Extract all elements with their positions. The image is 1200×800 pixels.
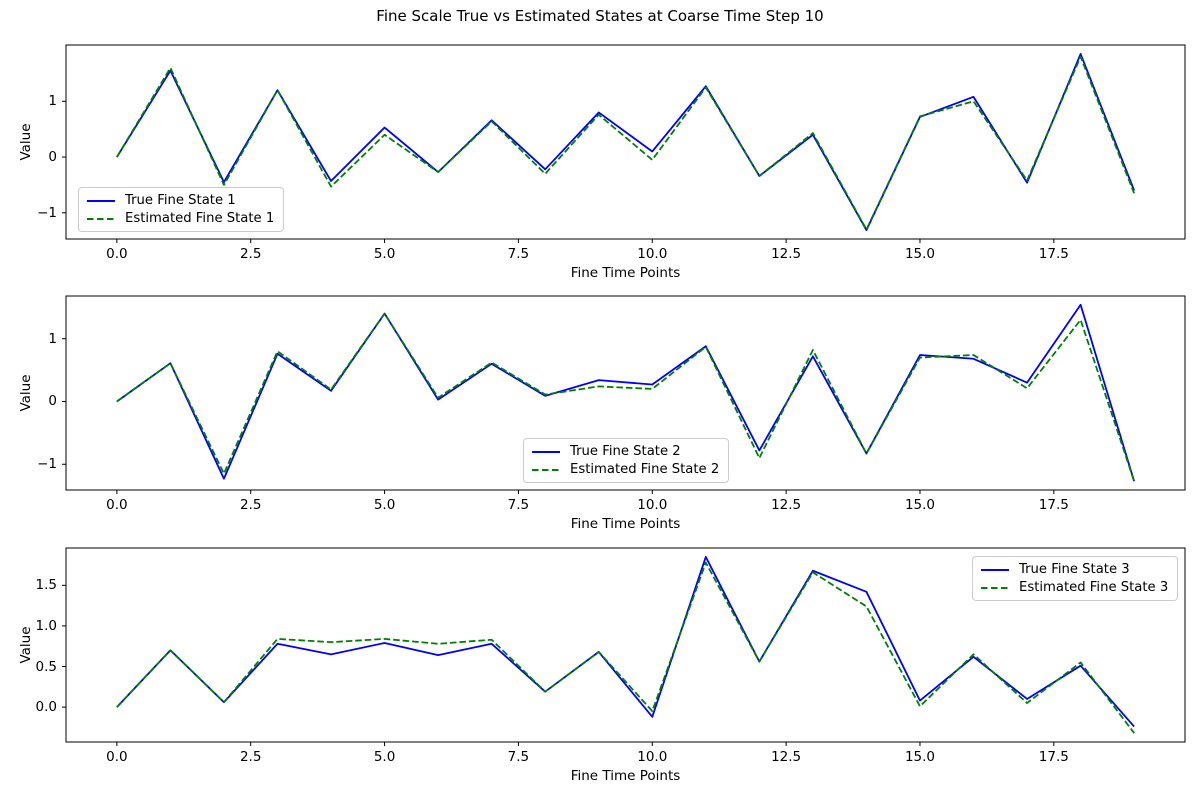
x-tick-label: 2.5 [239, 246, 262, 262]
legend-label: Estimated Fine State 3 [1019, 580, 1169, 595]
y-tick-label: 1 [48, 93, 57, 110]
legend-label: Estimated Fine State 1 [125, 211, 275, 226]
x-tick-label: 0.0 [106, 497, 128, 513]
x-tick-label: 10.0 [637, 497, 668, 513]
y-tick-label: 0 [48, 149, 57, 166]
x-tick-label: 17.5 [1038, 749, 1069, 765]
y-axis-label-1: Value [18, 123, 34, 161]
estimated-state-line-1 [116, 55, 1135, 231]
y-axis-label-2: Value [18, 374, 34, 412]
x-tick-label: 2.5 [239, 497, 262, 513]
y-tick-label: 0.5 [35, 658, 57, 675]
y-tick-label: 0.0 [35, 699, 57, 716]
x-tick-label: 5.0 [373, 497, 396, 513]
legend-entry-estimated-1: Estimated Fine State 1 [86, 211, 274, 226]
x-tick-label: 5.0 [373, 749, 396, 765]
x-tick-label: 10.0 [637, 246, 668, 262]
x-tick-label: 5.0 [373, 246, 396, 262]
estimated-state-line-2 [116, 312, 1135, 482]
dashed-line-icon [981, 586, 1009, 589]
legend-entry-estimated-3: Estimated Fine State 3 [980, 580, 1168, 595]
y-tick-label: 1 [48, 330, 57, 347]
y-axis-label-3: Value [18, 626, 34, 664]
x-tick-label: 12.5 [771, 749, 802, 765]
x-tick-label: 10.0 [637, 749, 668, 765]
y-tick-label: −1 [37, 456, 57, 473]
chart-title: Fine Scale True vs Estimated States at C… [376, 7, 824, 25]
legend-label: Estimated Fine State 2 [570, 462, 720, 477]
solid-line-icon [532, 450, 560, 453]
solid-line-icon [87, 199, 115, 202]
solid-line-icon [981, 568, 1009, 571]
legend-entry-true-3: True Fine State 3 [980, 562, 1168, 577]
x-tick-label: 2.5 [239, 749, 262, 765]
subplot-1-frame [65, 44, 1186, 240]
x-tick-label: 7.5 [507, 749, 530, 765]
subplot-2-plot-area [62, 295, 1186, 494]
true-state-line-2 [116, 303, 1136, 482]
legend-label: True Fine State 1 [125, 193, 236, 208]
true-state-line-1 [116, 53, 1135, 231]
x-tick-label: 0.0 [106, 246, 128, 262]
subplot-3-plot-area [62, 547, 1186, 746]
x-tick-label: 12.5 [771, 246, 802, 262]
subplot-1-plot-area [62, 44, 1186, 243]
legend-entry-true-1: True Fine State 1 [86, 193, 274, 208]
x-tick-label: 7.5 [507, 246, 530, 262]
x-tick-label: 7.5 [507, 497, 530, 513]
subplot-2-frame [65, 295, 1186, 491]
legend-1: True Fine State 1 Estimated Fine State 1 [78, 187, 285, 232]
x-tick-label: 17.5 [1038, 497, 1069, 513]
legend-label: True Fine State 3 [1019, 562, 1130, 577]
legend-label: True Fine State 2 [570, 444, 681, 459]
x-tick-label: 15.0 [904, 749, 935, 765]
legend-2: True Fine State 2 Estimated Fine State 2 [523, 438, 730, 483]
y-tick-label: 1.0 [35, 617, 57, 634]
subplot-3-frame [65, 547, 1186, 743]
estimated-state-line-3 [116, 561, 1135, 734]
y-tick-label: 0 [48, 393, 57, 410]
x-tick-label: 17.5 [1038, 246, 1069, 262]
dashed-line-icon [532, 468, 560, 471]
x-axis-label-2: Fine Time Points [570, 516, 681, 532]
x-tick-label: 15.0 [904, 246, 935, 262]
y-tick-label: 1.5 [35, 577, 57, 594]
legend-3: True Fine State 3 Estimated Fine State 3 [972, 556, 1179, 601]
y-tick-label: −1 [37, 204, 57, 221]
x-axis-label-1: Fine Time Points [570, 265, 681, 281]
x-axis-label-3: Fine Time Points [570, 768, 681, 784]
x-tick-label: 15.0 [904, 497, 935, 513]
dashed-line-icon [87, 217, 115, 220]
legend-entry-estimated-2: Estimated Fine State 2 [531, 462, 719, 477]
legend-entry-true-2: True Fine State 2 [531, 444, 719, 459]
x-tick-label: 0.0 [106, 749, 128, 765]
x-tick-label: 12.5 [771, 497, 802, 513]
